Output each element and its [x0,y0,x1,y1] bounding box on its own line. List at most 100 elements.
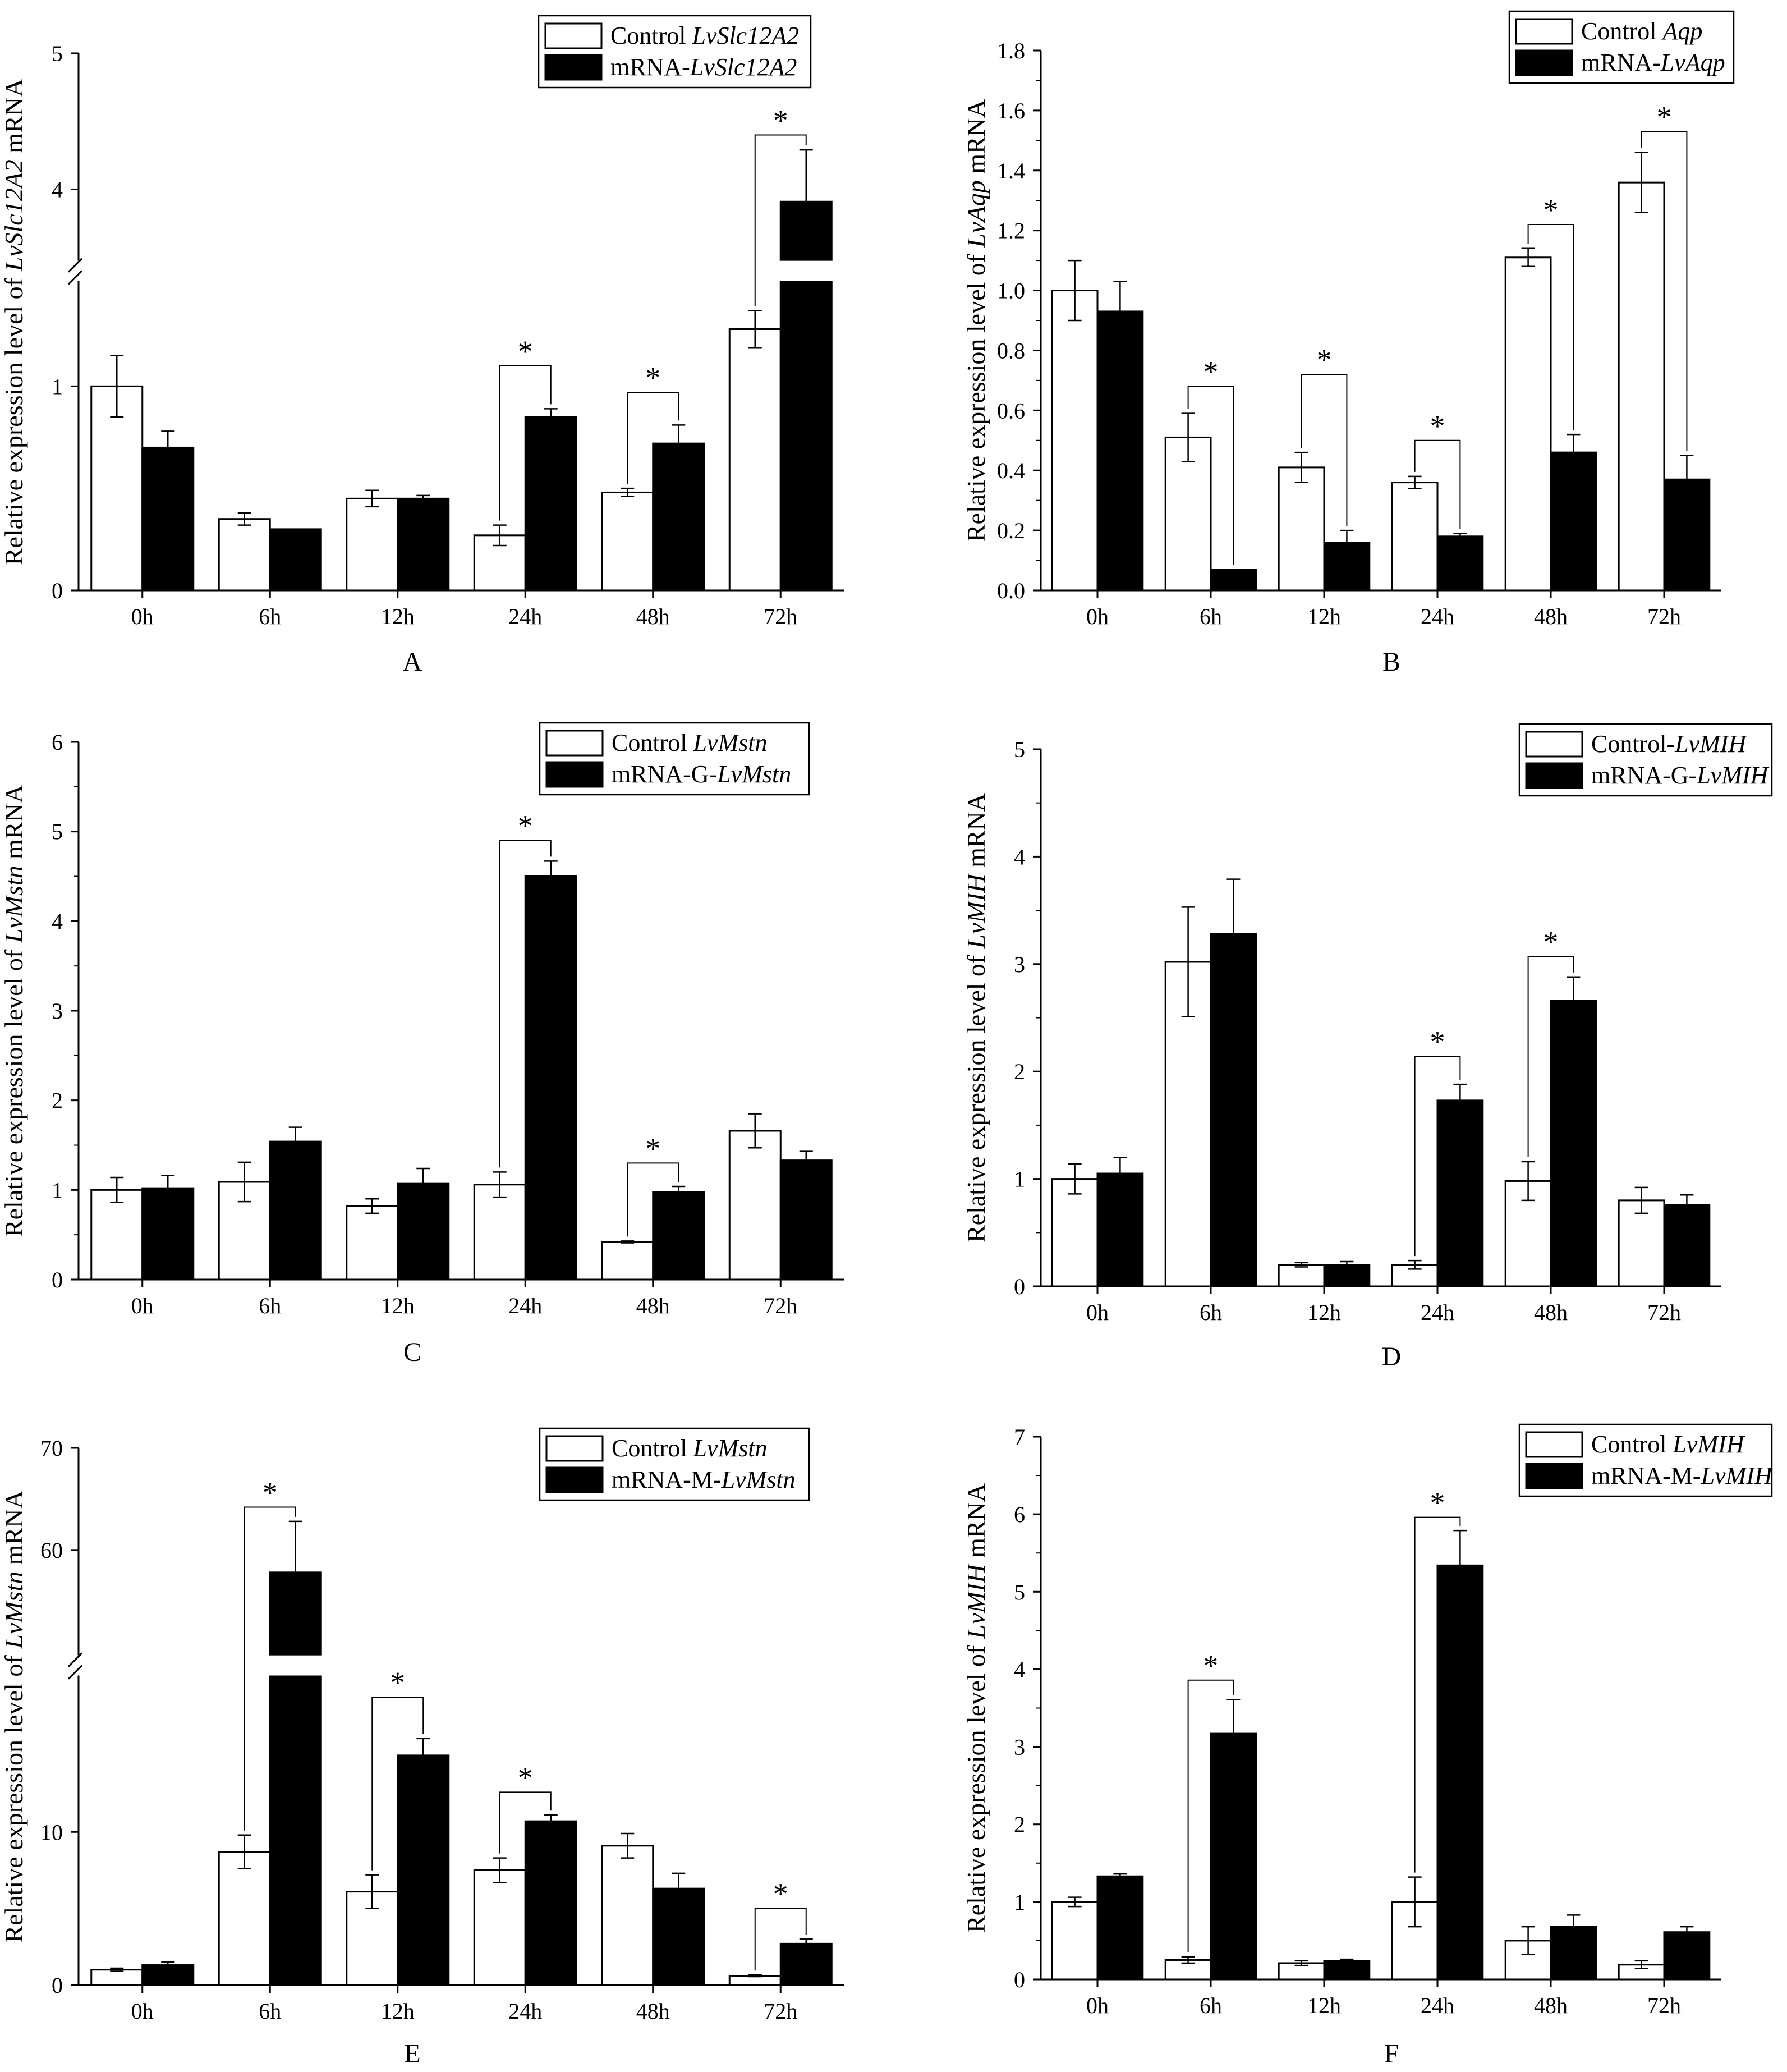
bar-control [728,1130,782,1281]
x-tick-label: 12h [1307,604,1341,629]
x-tick-label: 48h [1534,1993,1568,2018]
x-tick-label: 0h [1086,1993,1109,2018]
legend-label: mRNA-G-LvMIH [1591,762,1770,789]
bar-treatment [524,416,577,592]
x-tick-label: 72h [1647,604,1681,629]
y-axis-label-gene: LvMstn [0,865,28,943]
legend-swatch-treatment [545,761,604,788]
bar-control [1278,466,1325,592]
y-axis-label-part: mRNA [0,79,28,159]
bar-treatment [524,1820,577,1986]
bar-treatment [1550,451,1597,592]
legend-label-prefix: Control [612,729,693,757]
y-tick-label: 70 [40,1436,63,1461]
y-tick-label: 3 [1014,952,1025,977]
y-axis-label: Relative expression level of LvMIH mRNA [962,793,990,1243]
y-tick-label: 4 [1014,844,1025,869]
bar-control [601,1845,654,1986]
y-tick-label: 1.4 [997,158,1025,184]
axis-break-gap [67,1655,90,1676]
bar-break-gap [269,1655,323,1676]
bar-treatment [269,1571,322,1986]
significance-star: * [518,334,533,368]
bar-treatment [269,528,322,592]
legend-swatch-control [545,730,604,757]
significance-star: * [518,809,533,843]
bar-treatment [1210,569,1257,592]
legend-label-prefix: mRNA-G- [1591,762,1697,789]
x-tick-label: 48h [1534,604,1568,629]
x-tick-label: 12h [381,1293,415,1318]
y-tick-label: 0.0 [997,578,1025,603]
y-axis-label: Relative expression level of LvSlc12A2 m… [0,79,28,565]
significance-bracket [499,1791,552,1854]
legend-label-prefix: mRNA- [1581,49,1661,76]
bar-control [1504,256,1552,592]
x-tick-label: 48h [636,1293,670,1318]
legend-label-gene: LvMIH [1672,1431,1745,1458]
x-tick-label: 12h [381,604,415,629]
legend-label-gene: LvAqp [1660,49,1725,76]
significance-bracket [1414,1516,1461,1873]
bar-treatment [652,1191,705,1281]
bar-control [1164,436,1212,592]
significance-star: * [390,1666,405,1699]
significance-star: * [773,1877,788,1911]
bar-treatment [397,497,450,592]
bar-treatment [1210,933,1257,1287]
panel-letter: A [403,647,422,677]
significance-bracket [244,1506,296,1831]
y-tick-label: 60 [40,1538,63,1563]
significance-bracket [371,1697,424,1871]
legend-label-gene: Aqp [1661,17,1702,45]
significance-bracket [1527,223,1574,430]
x-tick-label: 24h [1421,1300,1454,1325]
x-tick-label: 6h [259,604,281,629]
axis-break-mark [67,270,83,285]
x-tick-label: 72h [764,1998,797,2024]
legend-label: mRNA-LvSlc12A2 [610,53,797,81]
legend-swatch-control [1525,731,1583,758]
significance-bracket [1641,131,1688,451]
significance-bracket [1301,374,1348,526]
y-tick-label: 6 [1014,1502,1025,1527]
y-axis-label-gene: LvMIH [962,873,990,950]
y-tick-label: 6 [52,730,63,755]
bar-treatment [1550,1000,1597,1287]
axis-break-mark [67,258,83,273]
x-tick-label: 48h [636,1998,670,2024]
y-axis-label: Relative expression level of LvMIH mRNA [962,1483,990,1933]
bar-treatment [1436,535,1484,592]
chart-panel-c: 0 1 2 3 4 5 6 Relative expression level of LvMs… [0,722,844,1367]
x-tick-label: 72h [764,604,797,629]
y-tick-label: 1 [52,1177,63,1203]
legend-label-prefix: mRNA-G- [612,760,717,788]
y-tick-label: 5 [52,41,63,66]
bar-control [346,497,399,592]
bar-treatment [1663,1204,1711,1287]
legend-swatch-treatment [545,1466,604,1493]
bar-treatment [1436,1564,1484,1981]
bar-control [1278,1264,1325,1287]
x-tick-label: 12h [1307,1300,1341,1325]
significance-star: * [518,1761,533,1794]
bar-treatment [1663,1931,1711,1981]
bar-treatment [397,1182,450,1281]
bar-control [728,328,782,592]
significance-star: * [263,1475,278,1509]
significance-star: * [773,103,788,137]
y-tick-label: 7 [1014,1424,1025,1450]
significance-star: * [1203,355,1219,389]
bar-treatment [779,200,833,592]
legend-label-gene: LvMIH [1674,730,1747,758]
y-tick-label: 0 [52,1973,63,1998]
legend-label-gene: LvMstn [692,1434,767,1462]
legend-label: mRNA-M-LvMIH [1591,1462,1774,1489]
x-tick-label: 24h [508,604,542,629]
x-tick-label: 12h [381,1998,415,2024]
significance-bracket [1527,956,1574,1157]
y-tick-label: 3 [1014,1735,1025,1760]
bar-control [218,518,271,592]
legend-label: Control-LvMIH [1591,730,1747,758]
bar-control [601,1241,654,1281]
